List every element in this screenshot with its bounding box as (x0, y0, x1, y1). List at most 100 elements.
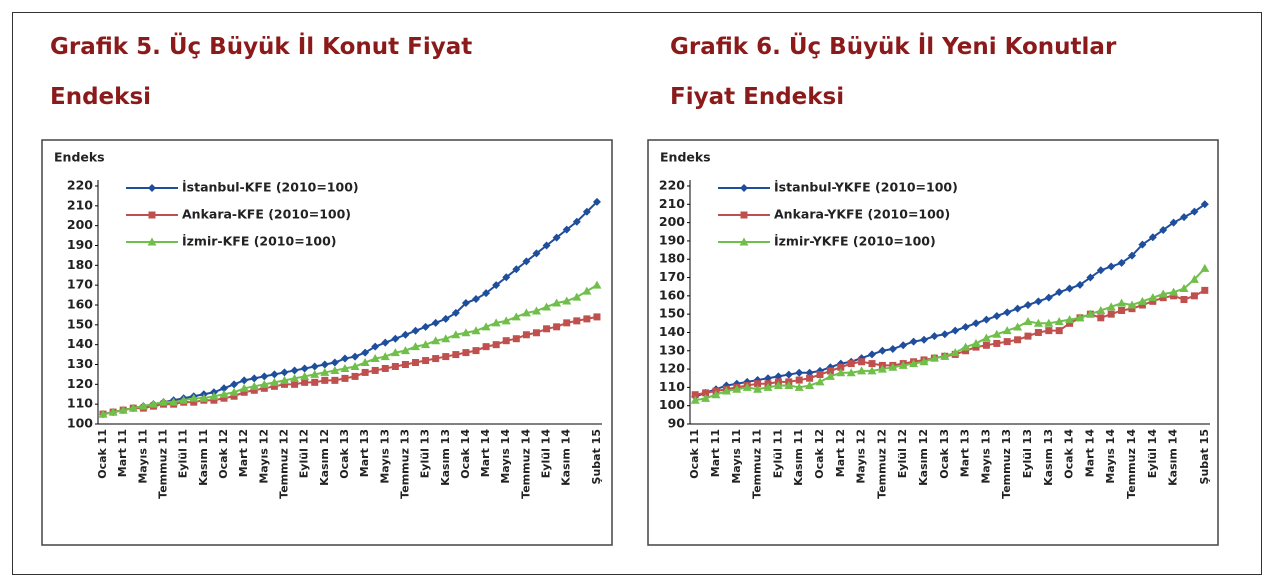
marker (128, 403, 138, 412)
marker (471, 326, 481, 335)
marker (290, 373, 300, 382)
marker (1066, 319, 1074, 327)
marker (249, 381, 259, 390)
marker (300, 371, 310, 380)
marker (501, 316, 511, 325)
marker (573, 317, 581, 325)
x-tick-label: Mart 11 (116, 429, 129, 477)
marker (562, 225, 571, 234)
marker (412, 359, 420, 367)
x-tick-label: Mayıs 13 (979, 429, 992, 484)
x-tick-label: Temmuz 11 (157, 429, 170, 499)
marker (1158, 289, 1168, 298)
marker (1148, 233, 1157, 242)
marker (1179, 284, 1189, 293)
x-tick-label: Eylül 14 (1146, 429, 1159, 479)
marker (826, 367, 834, 375)
x-tick-label: Temmuz 12 (277, 429, 290, 499)
x-tick-label: Kasım 11 (197, 429, 210, 486)
marker (531, 306, 541, 315)
series-line (102, 284, 598, 416)
marker (270, 382, 278, 390)
marker (230, 392, 238, 400)
marker (1055, 288, 1064, 297)
x-tick-label: Mart 14 (479, 429, 492, 478)
legend-label: İstanbul-KFE (2010=100) (182, 180, 359, 195)
x-tick-label: Mayıs 14 (1104, 429, 1117, 484)
marker (169, 397, 179, 406)
x-tick-label: Ocak 14 (459, 429, 472, 479)
x-tick-label: Ocak 12 (813, 429, 826, 479)
x-tick-label: Kasım 13 (1042, 429, 1055, 486)
y-tick-label: 130 (67, 356, 93, 371)
y-tick-label: 110 (659, 379, 685, 394)
marker (1086, 273, 1095, 282)
marker (888, 362, 898, 371)
marker (740, 211, 748, 219)
marker (310, 369, 320, 378)
marker (1138, 301, 1146, 309)
marker (240, 376, 249, 385)
marker (992, 311, 1001, 320)
marker (1023, 316, 1033, 325)
marker (1170, 292, 1178, 300)
y-tick-label: 120 (659, 361, 685, 376)
marker (702, 389, 710, 397)
y-tick-label: 200 (67, 217, 93, 232)
marker (371, 366, 379, 374)
x-tick-label: Mayıs 14 (499, 429, 512, 484)
marker (209, 391, 219, 400)
legend-label: Ankara-YKFE (2010=100) (774, 207, 950, 222)
marker (899, 341, 908, 350)
marker (552, 298, 562, 307)
marker (795, 368, 804, 377)
legend-label: İzmir-YKFE (2010=100) (774, 234, 936, 249)
marker (390, 348, 400, 357)
marker (280, 368, 289, 377)
x-tick-label: Temmuz 14 (1125, 429, 1138, 499)
y-tick-label: 170 (659, 269, 685, 284)
marker (868, 350, 876, 359)
marker (1169, 287, 1179, 296)
marker (381, 364, 389, 372)
marker (461, 328, 471, 337)
marker (1117, 258, 1126, 267)
marker (940, 351, 950, 360)
marker (542, 302, 552, 311)
marker (331, 376, 339, 384)
marker (442, 353, 450, 361)
x-tick-label: Ocak 13 (938, 429, 951, 479)
marker (815, 377, 825, 386)
y-tick-label: 160 (659, 287, 685, 302)
marker (532, 249, 541, 258)
marker (512, 335, 520, 343)
marker (301, 378, 309, 386)
marker (240, 388, 248, 396)
marker (552, 233, 561, 242)
marker (582, 207, 591, 216)
marker (351, 352, 360, 361)
marker (1033, 318, 1043, 327)
marker (992, 329, 1002, 338)
series-line (694, 203, 1206, 398)
marker (773, 381, 783, 390)
marker (360, 358, 370, 367)
chart-title: Grafik 6. Üç Büyük İl Yeni Konutlar Fiya… (670, 34, 1117, 110)
marker (1148, 293, 1158, 302)
y-axis-label: Endeks (54, 150, 105, 165)
marker (1076, 280, 1084, 289)
x-tick-label: Mart 11 (709, 429, 722, 477)
y-tick-label: 180 (659, 251, 685, 266)
marker (1180, 213, 1188, 222)
marker (220, 394, 228, 402)
marker (806, 374, 814, 382)
marker (451, 308, 460, 317)
marker (512, 265, 521, 274)
marker (961, 322, 970, 331)
series-line (102, 201, 598, 416)
marker (1034, 297, 1043, 306)
marker (1128, 251, 1136, 260)
marker (592, 280, 602, 289)
marker (361, 368, 369, 376)
